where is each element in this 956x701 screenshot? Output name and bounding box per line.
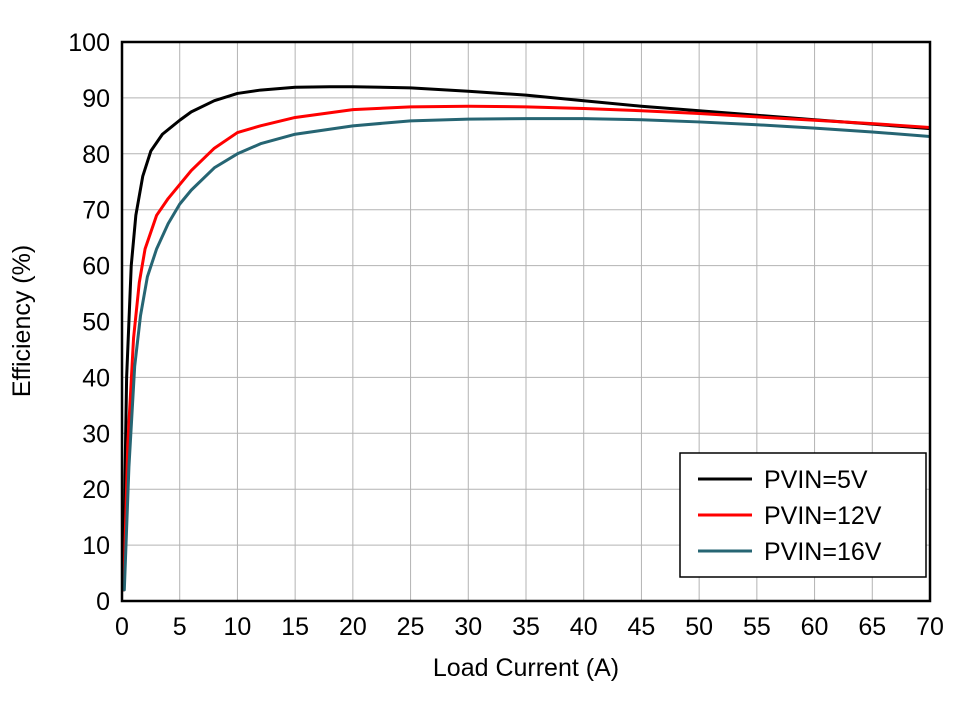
x-tick-label: 45 [628,613,656,641]
series-line-pvin-12v [122,104,930,592]
x-tick-label: 35 [512,613,540,641]
x-tick-label: 30 [454,613,482,641]
y-tick-label: 80 [82,141,110,169]
y-axis-title: Efficiency (%) [8,245,36,397]
y-tick-label: 50 [82,309,110,337]
x-tick-label: 50 [685,613,713,641]
y-tick-label: 40 [82,364,110,392]
x-tick-label: 0 [115,613,129,641]
x-tick-label: 40 [570,613,598,641]
x-tick-label: 70 [916,613,944,641]
series-line-pvin-5v [122,85,930,592]
plot-border [120,40,932,603]
y-tick-label: 100 [68,29,110,57]
x-tick-label: 5 [173,613,187,641]
y-tick-label: 60 [82,253,110,281]
y-tick-label: 90 [82,85,110,113]
x-tick-label: 25 [397,613,425,641]
x-axis-title: Load Current (A) [433,654,619,682]
y-tick-labels: 0 10 20 30 40 50 60 70 80 90 100 [68,29,110,616]
y-tick-label: 10 [82,532,110,560]
series-line-pvin-16v [122,117,930,592]
legend-label-pvin-5v: PVIN=5V [764,466,868,494]
legend-label-pvin-12v: PVIN=12V [764,502,882,530]
series-lines [122,85,930,592]
y-tick-label: 20 [82,476,110,504]
legend-label-pvin-16v: PVIN=16V [764,538,882,566]
y-tick-label: 0 [96,588,110,616]
x-tick-labels: 0 5 10 15 20 25 30 35 40 45 50 55 60 65 70 [115,613,944,641]
x-tick-label: 65 [858,613,886,641]
y-tick-label: 70 [82,197,110,225]
x-tick-label: 10 [224,613,252,641]
x-tick-label: 15 [281,613,309,641]
x-tick-label: 60 [801,613,829,641]
x-tick-label: 20 [339,613,367,641]
y-tick-label: 30 [82,420,110,448]
legend: PVIN=5V PVIN=12V PVIN=16V [679,452,927,578]
x-tick-label: 55 [743,613,771,641]
